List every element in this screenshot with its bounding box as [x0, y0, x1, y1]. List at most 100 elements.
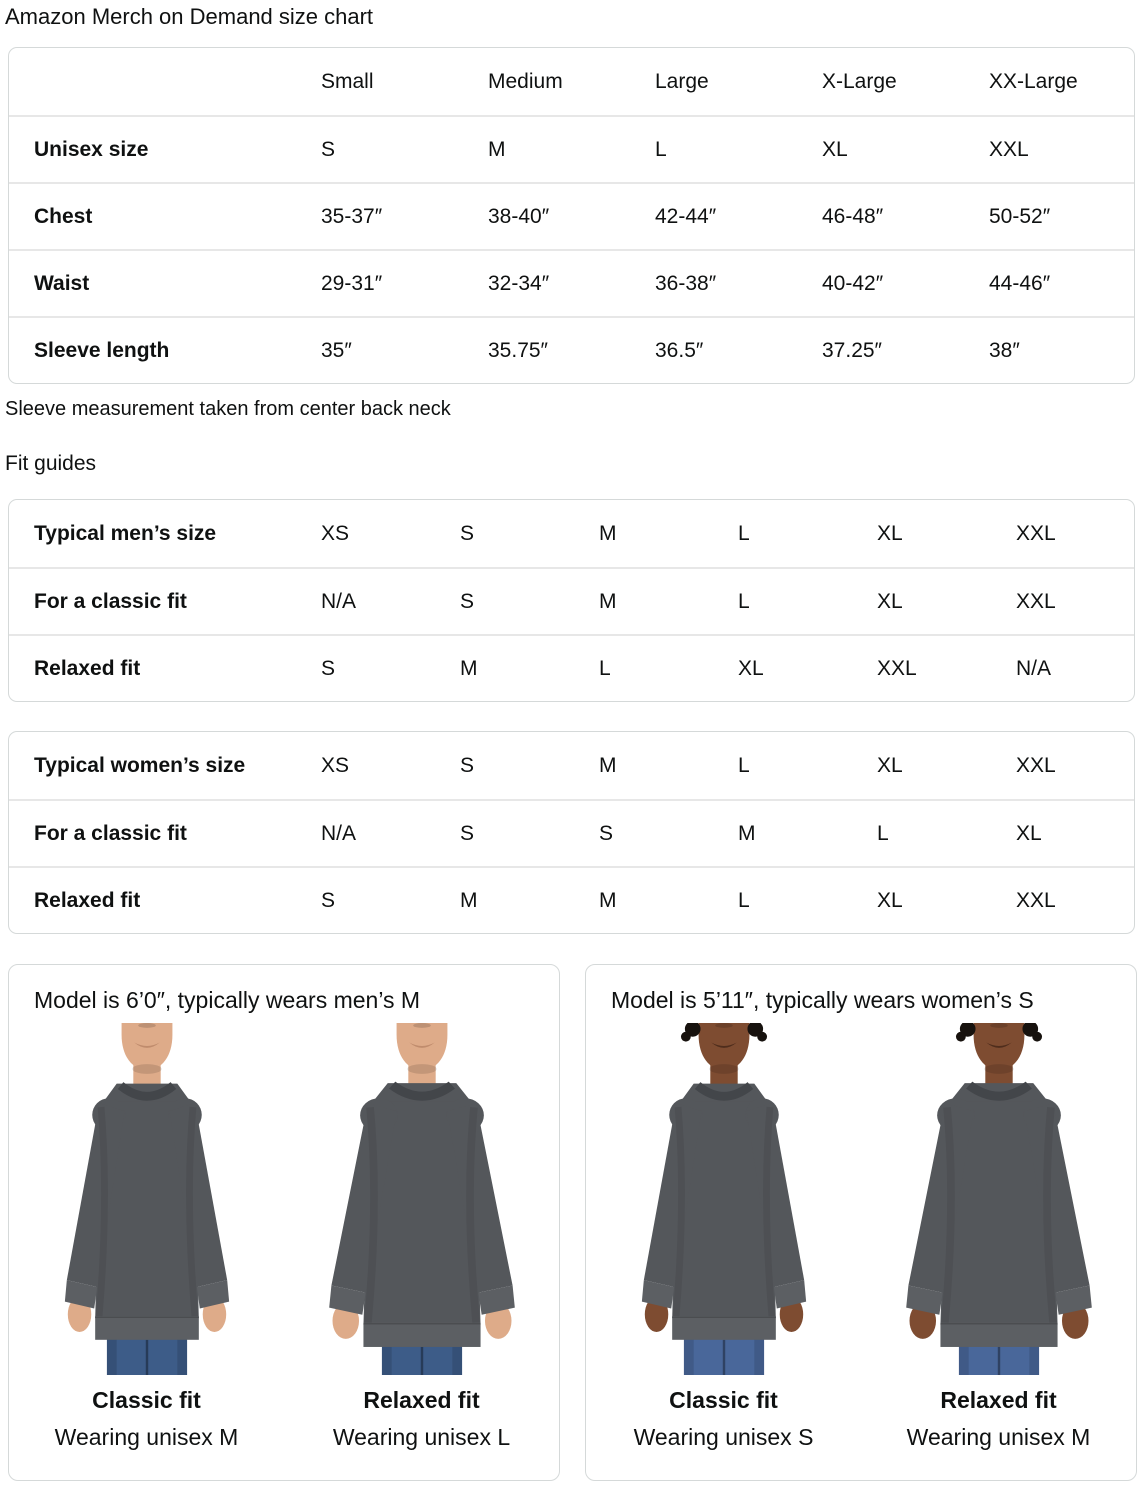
row-label: Typical women’s size	[34, 753, 246, 777]
cell: XL	[857, 866, 996, 933]
cell: 42-44″	[635, 182, 802, 249]
row-label: For a classic fit	[9, 799, 301, 866]
cell: XL	[802, 115, 969, 182]
cell: 40-42″	[802, 249, 969, 316]
row-label: Typical men’s size	[34, 521, 217, 545]
cell: XL	[857, 567, 996, 634]
row-label: Waist	[9, 249, 301, 316]
sleeve-measurement-footnote: Sleeve measurement taken from center bac…	[5, 398, 451, 420]
cell: N/A	[301, 567, 440, 634]
wearing-label: Wearing unisex M	[906, 1424, 1091, 1450]
cell: N/A	[301, 799, 440, 866]
fit-label: Classic fit	[92, 1387, 201, 1413]
table-row-unisex-size: Unisex size S M L XL XXL	[9, 115, 1134, 182]
cell: S	[301, 634, 440, 701]
mens-model-heading: Model is 6’0″, typically wears men’s M	[34, 987, 421, 1013]
cell: XXL	[1016, 521, 1056, 545]
womens-classic-fit-figure: Classic fit Wearing unisex S	[586, 1023, 861, 1451]
size-measurements-table: Small Medium Large X-Large XX-Large Unis…	[8, 47, 1135, 384]
column-header-xx-large: XX-Large	[989, 69, 1078, 93]
cell: L	[738, 521, 750, 545]
mens-relaxed-fit-figure: Relaxed fit Wearing unisex L	[284, 1023, 559, 1451]
column-header-x-large: X-Large	[822, 69, 897, 93]
fit-guides-heading: Fit guides	[5, 452, 97, 475]
womens-model-card: Model is 5’11″, typically wears women’s …	[585, 964, 1137, 1481]
cell: 38″	[969, 316, 1134, 383]
table-row-mens-relaxed-fit: Relaxed fit S M L XL XXL N/A	[9, 634, 1134, 701]
cell: L	[738, 753, 750, 777]
mens-relaxed-fit-photo	[308, 1023, 536, 1375]
cell: 37.25″	[802, 316, 969, 383]
cell: XL	[718, 634, 857, 701]
row-label: Chest	[9, 182, 301, 249]
column-header-medium: Medium	[488, 69, 563, 93]
cell: XL	[996, 799, 1134, 866]
table-row-typical-womens-size: Typical women’s size XS S M L XL XXL	[9, 732, 1134, 799]
cell: 32-34″	[468, 249, 635, 316]
cell: M	[599, 753, 617, 777]
table-row-typical-mens-size: Typical men’s size XS S M L XL XXL	[9, 500, 1134, 567]
fit-label: Relaxed fit	[940, 1387, 1057, 1413]
cell: M	[599, 521, 617, 545]
cell: S	[440, 567, 579, 634]
cell: XXL	[857, 634, 996, 701]
cell: 46-48″	[802, 182, 969, 249]
cell: 38-40″	[468, 182, 635, 249]
row-label: Sleeve length	[9, 316, 301, 383]
cell: S	[460, 753, 475, 777]
cell: 35″	[301, 316, 468, 383]
wearing-label: Wearing unisex S	[633, 1424, 814, 1450]
cell: M	[468, 115, 635, 182]
column-header-small: Small	[321, 69, 374, 93]
cell: XL	[877, 753, 903, 777]
mens-classic-fit-photo	[33, 1023, 261, 1375]
cell: L	[718, 567, 857, 634]
womens-model-heading: Model is 5’11″, typically wears women’s …	[611, 987, 1034, 1013]
cell: XXL	[996, 866, 1134, 933]
cell: M	[440, 634, 579, 701]
column-header-large: Large	[655, 69, 709, 93]
cell: 35.75″	[468, 316, 635, 383]
cell: XL	[877, 521, 903, 545]
fit-label: Classic fit	[669, 1387, 778, 1413]
cell: 36-38″	[635, 249, 802, 316]
womens-fit-table: Typical women’s size XS S M L XL XXL For…	[8, 731, 1135, 934]
cell: L	[718, 866, 857, 933]
wearing-label: Wearing unisex M	[54, 1424, 239, 1450]
cell: M	[579, 866, 718, 933]
table-row-mens-classic-fit: For a classic fit N/A S M L XL XXL	[9, 567, 1134, 634]
cell: L	[857, 799, 996, 866]
table-row-womens-classic-fit: For a classic fit N/A S S M L XL	[9, 799, 1134, 866]
row-label: Relaxed fit	[9, 634, 301, 701]
row-label: Unisex size	[9, 115, 301, 182]
cell: 29-31″	[301, 249, 468, 316]
table-row-womens-relaxed-fit: Relaxed fit S M M L XL XXL	[9, 866, 1134, 933]
womens-relaxed-fit-figure: Relaxed fit Wearing unisex M	[861, 1023, 1136, 1451]
cell: 35-37″	[301, 182, 468, 249]
cell: M	[440, 866, 579, 933]
row-label: For a classic fit	[9, 567, 301, 634]
cell: L	[579, 634, 718, 701]
cell: M	[718, 799, 857, 866]
mens-model-card: Model is 6’0″, typically wears men’s M C…	[8, 964, 560, 1481]
cell: 50-52″	[969, 182, 1134, 249]
table-row-sleeve-length: Sleeve length 35″ 35.75″ 36.5″ 37.25″ 38…	[9, 316, 1134, 383]
cell: S	[440, 799, 579, 866]
cell: L	[635, 115, 802, 182]
fit-label: Relaxed fit	[363, 1387, 480, 1413]
cell: XXL	[996, 567, 1134, 634]
page-title: Amazon Merch on Demand size chart	[5, 4, 374, 29]
mens-fit-table: Typical men’s size XS S M L XL XXL For a…	[8, 499, 1135, 702]
row-label: Relaxed fit	[9, 866, 301, 933]
cell: 44-46″	[969, 249, 1134, 316]
corner-cell	[9, 48, 301, 115]
cell: S	[301, 115, 468, 182]
womens-relaxed-fit-photo	[885, 1023, 1113, 1375]
cell: S	[579, 799, 718, 866]
womens-classic-fit-photo	[610, 1023, 838, 1375]
table-row-waist: Waist 29-31″ 32-34″ 36-38″ 40-42″ 44-46″	[9, 249, 1134, 316]
mens-classic-fit-figure: Classic fit Wearing unisex M	[9, 1023, 284, 1451]
cell: XXL	[969, 115, 1134, 182]
cell: XS	[321, 753, 350, 777]
